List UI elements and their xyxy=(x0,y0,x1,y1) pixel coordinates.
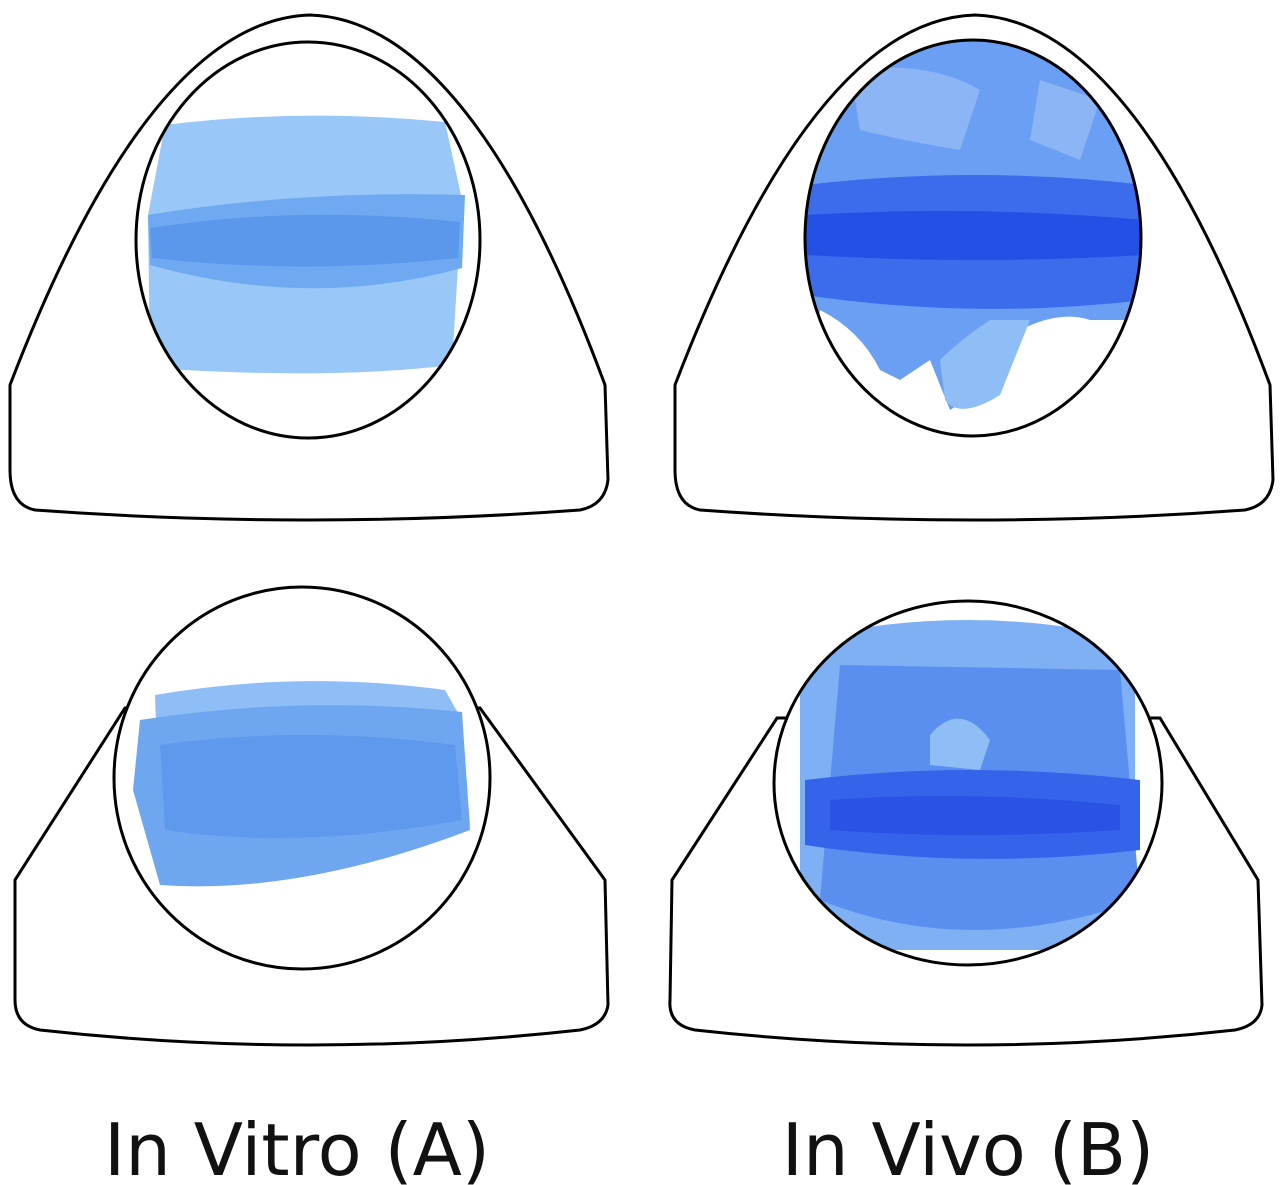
ring xyxy=(112,585,492,971)
panel-top-left xyxy=(8,13,610,522)
ring xyxy=(803,38,1143,438)
coverage xyxy=(133,681,470,887)
ring xyxy=(772,599,1164,967)
panel-bottom-right xyxy=(668,599,1264,1047)
coverage xyxy=(148,115,465,374)
ring xyxy=(134,40,482,440)
panel-bottom-left xyxy=(13,585,610,1047)
label: In Vitro (A) xyxy=(104,1108,490,1185)
label: In Vivo (B) xyxy=(782,1108,1155,1185)
coverage xyxy=(800,620,1140,950)
panel-top-right xyxy=(673,13,1275,522)
